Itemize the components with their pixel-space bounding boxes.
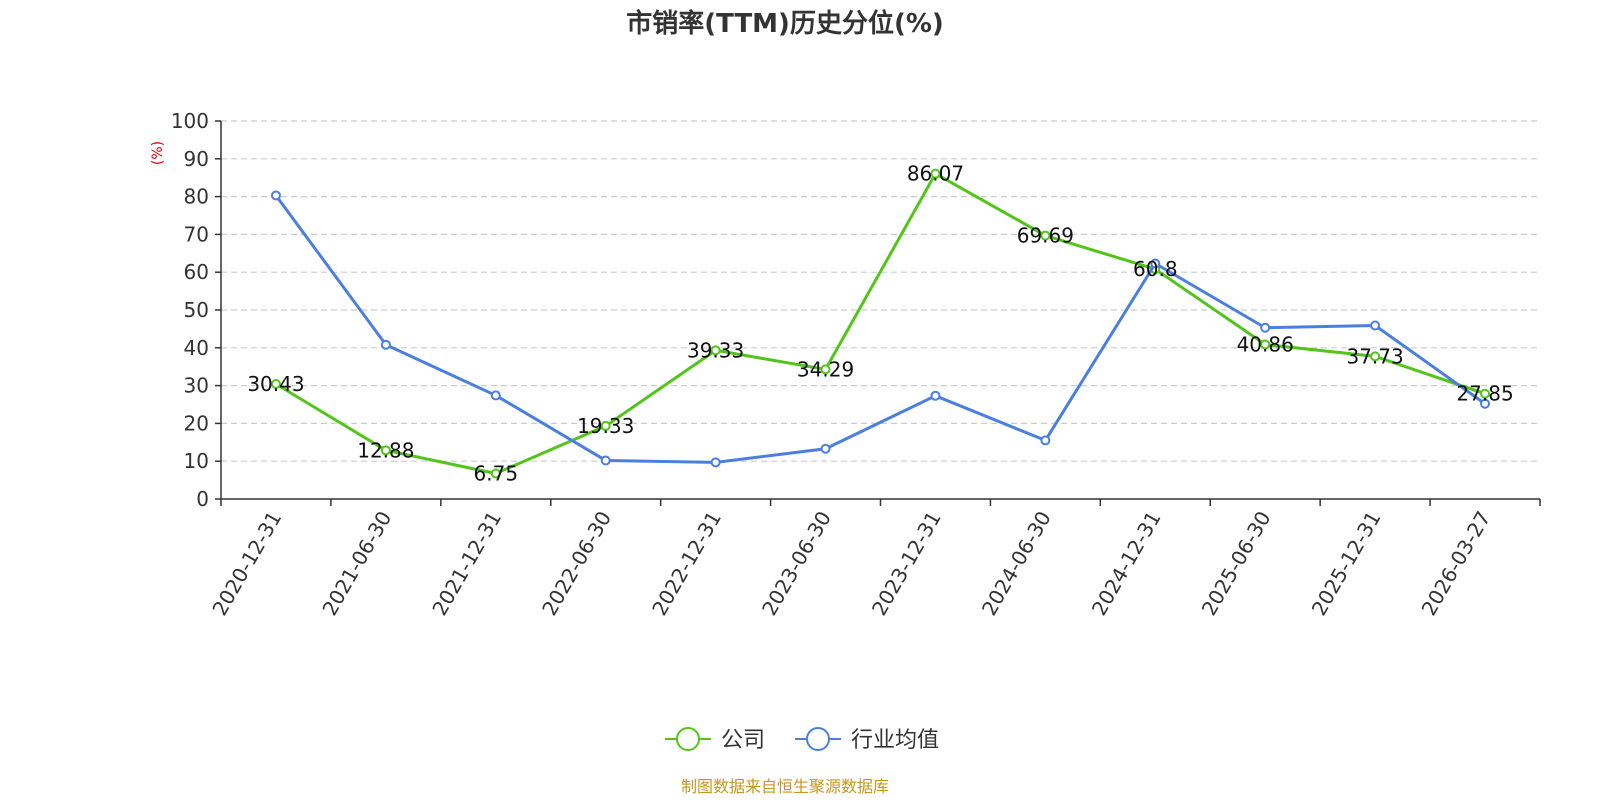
y-tick-label: 10 bbox=[184, 449, 209, 473]
legend-label: 行业均值 bbox=[851, 728, 939, 753]
x-tick-label: 2023-06-30 bbox=[757, 507, 836, 620]
x-tick-label: 2021-06-30 bbox=[317, 507, 396, 620]
data-label: 6.75 bbox=[474, 461, 519, 485]
data-point bbox=[600, 455, 611, 466]
y-tick-label: 40 bbox=[184, 336, 209, 360]
y-tick-label: 30 bbox=[184, 374, 209, 398]
source-note: 制图数据来自恒生聚源数据库 bbox=[681, 777, 889, 796]
data-label: 30.43 bbox=[247, 372, 304, 396]
data-point bbox=[490, 468, 501, 479]
data-point bbox=[1370, 351, 1381, 362]
data-point bbox=[1260, 339, 1271, 350]
legend-label: 公司 bbox=[721, 728, 765, 753]
y-axis-unit-label: (%) bbox=[150, 141, 166, 165]
data-point bbox=[1040, 435, 1051, 446]
data-point bbox=[1480, 398, 1491, 409]
data-point bbox=[600, 420, 611, 431]
data-point bbox=[1260, 322, 1271, 333]
data-label: 37.73 bbox=[1346, 344, 1403, 368]
x-tick-label: 2025-12-31 bbox=[1307, 507, 1386, 620]
data-point bbox=[1480, 388, 1491, 399]
y-tick-label: 100 bbox=[171, 109, 209, 133]
data-label: 27.85 bbox=[1456, 382, 1513, 406]
series bbox=[270, 168, 1491, 479]
y-tick-label: 80 bbox=[184, 185, 209, 209]
series-line bbox=[274, 194, 1486, 464]
axes: 0 10 20 30 40 50 60 70 80 90 100 2020-12-31 2021-06-… bbox=[171, 109, 1541, 620]
data-point bbox=[380, 339, 391, 350]
data-point bbox=[380, 445, 391, 456]
x-tick-label: 2024-06-30 bbox=[977, 507, 1056, 620]
data-label: 34.29 bbox=[797, 357, 854, 381]
data-point bbox=[1040, 230, 1051, 241]
y-tick-label: 20 bbox=[184, 411, 209, 435]
y-tick-label: 0 bbox=[196, 487, 209, 511]
data-point bbox=[820, 443, 831, 454]
y-tick-label: 90 bbox=[184, 147, 209, 171]
y-tick-label: 50 bbox=[184, 298, 209, 322]
y-tick-label: 70 bbox=[184, 222, 209, 246]
legend[interactable]: 公司 行业均值 bbox=[665, 727, 939, 753]
data-label: 12.88 bbox=[357, 438, 414, 462]
data-label: 19.33 bbox=[577, 414, 634, 438]
x-tick-label: 2024-12-31 bbox=[1087, 507, 1166, 620]
data-point bbox=[1370, 320, 1381, 331]
data-point bbox=[930, 390, 941, 401]
legend-marker-icon bbox=[806, 727, 830, 751]
data-label: 40.86 bbox=[1237, 333, 1294, 357]
data-point bbox=[710, 457, 721, 468]
gridlines bbox=[221, 120, 1540, 462]
x-tick-label: 2021-12-31 bbox=[427, 507, 506, 620]
data-label: 69.69 bbox=[1017, 224, 1074, 248]
data-point bbox=[270, 190, 281, 201]
data-label: 86.07 bbox=[907, 162, 964, 186]
y-tick-label: 60 bbox=[184, 260, 209, 284]
series-line bbox=[275, 172, 1486, 475]
x-tick-label: 2022-12-31 bbox=[647, 507, 726, 620]
data-point bbox=[490, 390, 501, 401]
data-point bbox=[710, 345, 721, 356]
legend-marker-icon bbox=[676, 727, 700, 751]
x-tick-label: 2020-12-31 bbox=[207, 507, 286, 620]
data-label: 60.8 bbox=[1133, 257, 1178, 281]
x-tick-label: 2025-06-30 bbox=[1197, 507, 1276, 620]
x-tick-label: 2026-03-27 bbox=[1417, 507, 1496, 620]
legend-item[interactable]: 行业均值 bbox=[795, 727, 939, 753]
data-point bbox=[270, 378, 281, 389]
data-point bbox=[1150, 258, 1161, 269]
data-point bbox=[820, 364, 831, 375]
data-label: 39.33 bbox=[687, 338, 744, 362]
x-tick-label: 2023-12-31 bbox=[867, 507, 946, 620]
data-labels: 30.43 12.88 6.75 19.33 39.33 34.29 86.07 69.69 6… bbox=[247, 162, 1513, 486]
chart-title: 市销率(TTM)历史分位(%) bbox=[626, 8, 944, 39]
x-tick-label: 2022-06-30 bbox=[537, 507, 616, 620]
data-point bbox=[930, 168, 941, 179]
legend-item[interactable]: 公司 bbox=[665, 727, 765, 753]
